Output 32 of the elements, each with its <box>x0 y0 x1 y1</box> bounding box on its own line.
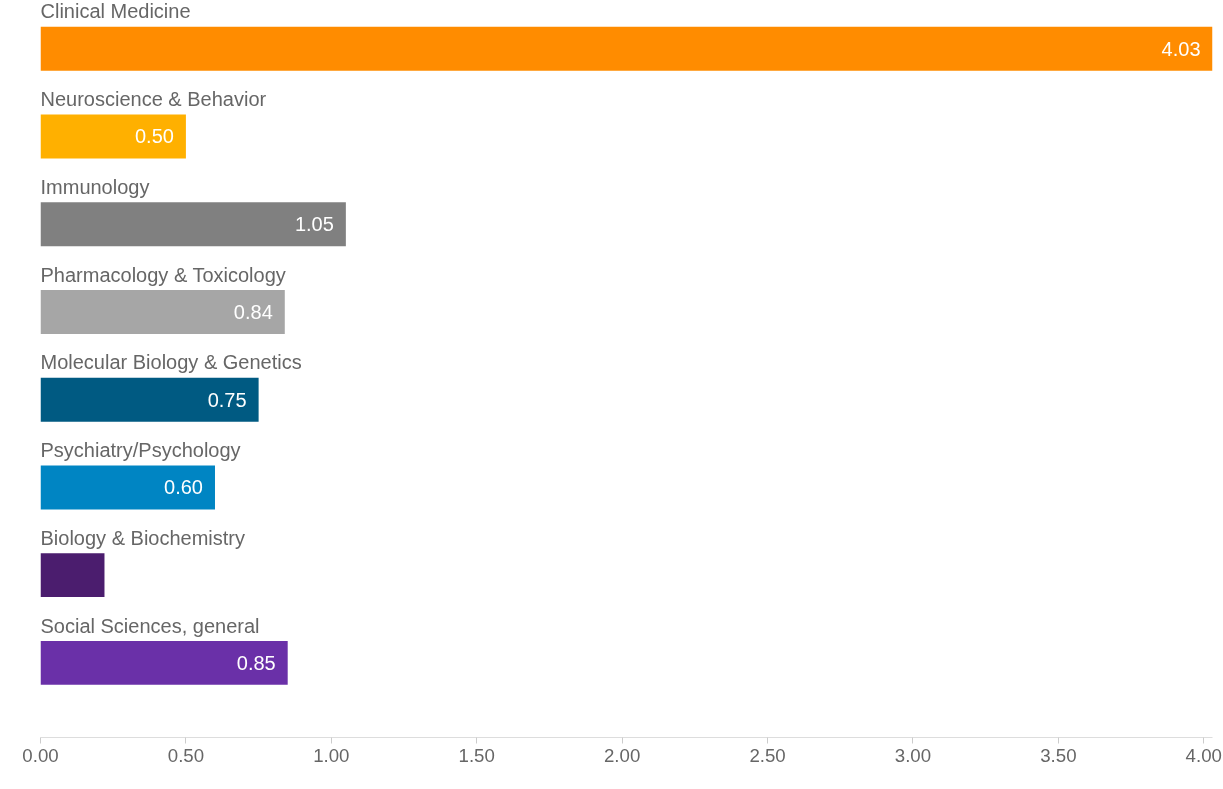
bar <box>40 26 1213 71</box>
data-label: 1.05 <box>294 213 334 236</box>
y-tick-label: Immunology <box>40 175 150 198</box>
y-tick-label: Molecular Biology & Genetics <box>40 351 302 374</box>
x-tick-label: 4.00 <box>1185 744 1222 766</box>
y-tick-label: Pharmacology & Toxicology <box>40 263 286 286</box>
data-label: 0.84 <box>233 300 273 323</box>
bar <box>40 290 285 334</box>
x-tick-label: 3.00 <box>894 744 932 766</box>
y-tick-label: Clinical Medicine <box>40 0 191 23</box>
data-label: 0.50 <box>134 125 174 148</box>
bar <box>40 202 346 247</box>
bar <box>40 553 105 598</box>
data-label: 0.60 <box>164 476 203 499</box>
y-tick-label: Neuroscience & Behavior <box>40 88 267 111</box>
x-tick-label: 0.50 <box>167 744 205 766</box>
x-tick-label: 2.50 <box>749 744 786 766</box>
x-tick-label: 1.00 <box>313 744 350 766</box>
bar <box>40 465 215 510</box>
x-tick-label: 1.50 <box>458 744 495 766</box>
y-tick-label: Social Sciences, general <box>40 614 260 637</box>
data-label: 4.03 <box>1161 37 1201 60</box>
x-tick-label: 3.50 <box>1040 744 1077 766</box>
y-tick-label: Biology & Biochemistry <box>40 526 246 549</box>
x-tick-label: 2.00 <box>603 744 641 766</box>
x-tick-label: 0.00 <box>22 744 59 766</box>
y-tick-label: Psychiatry/Psychology <box>40 439 241 462</box>
data-label: 0.75 <box>207 388 247 411</box>
bar <box>40 114 186 159</box>
bar <box>40 377 259 422</box>
data-label: 0.85 <box>236 651 276 674</box>
bar <box>40 640 288 685</box>
